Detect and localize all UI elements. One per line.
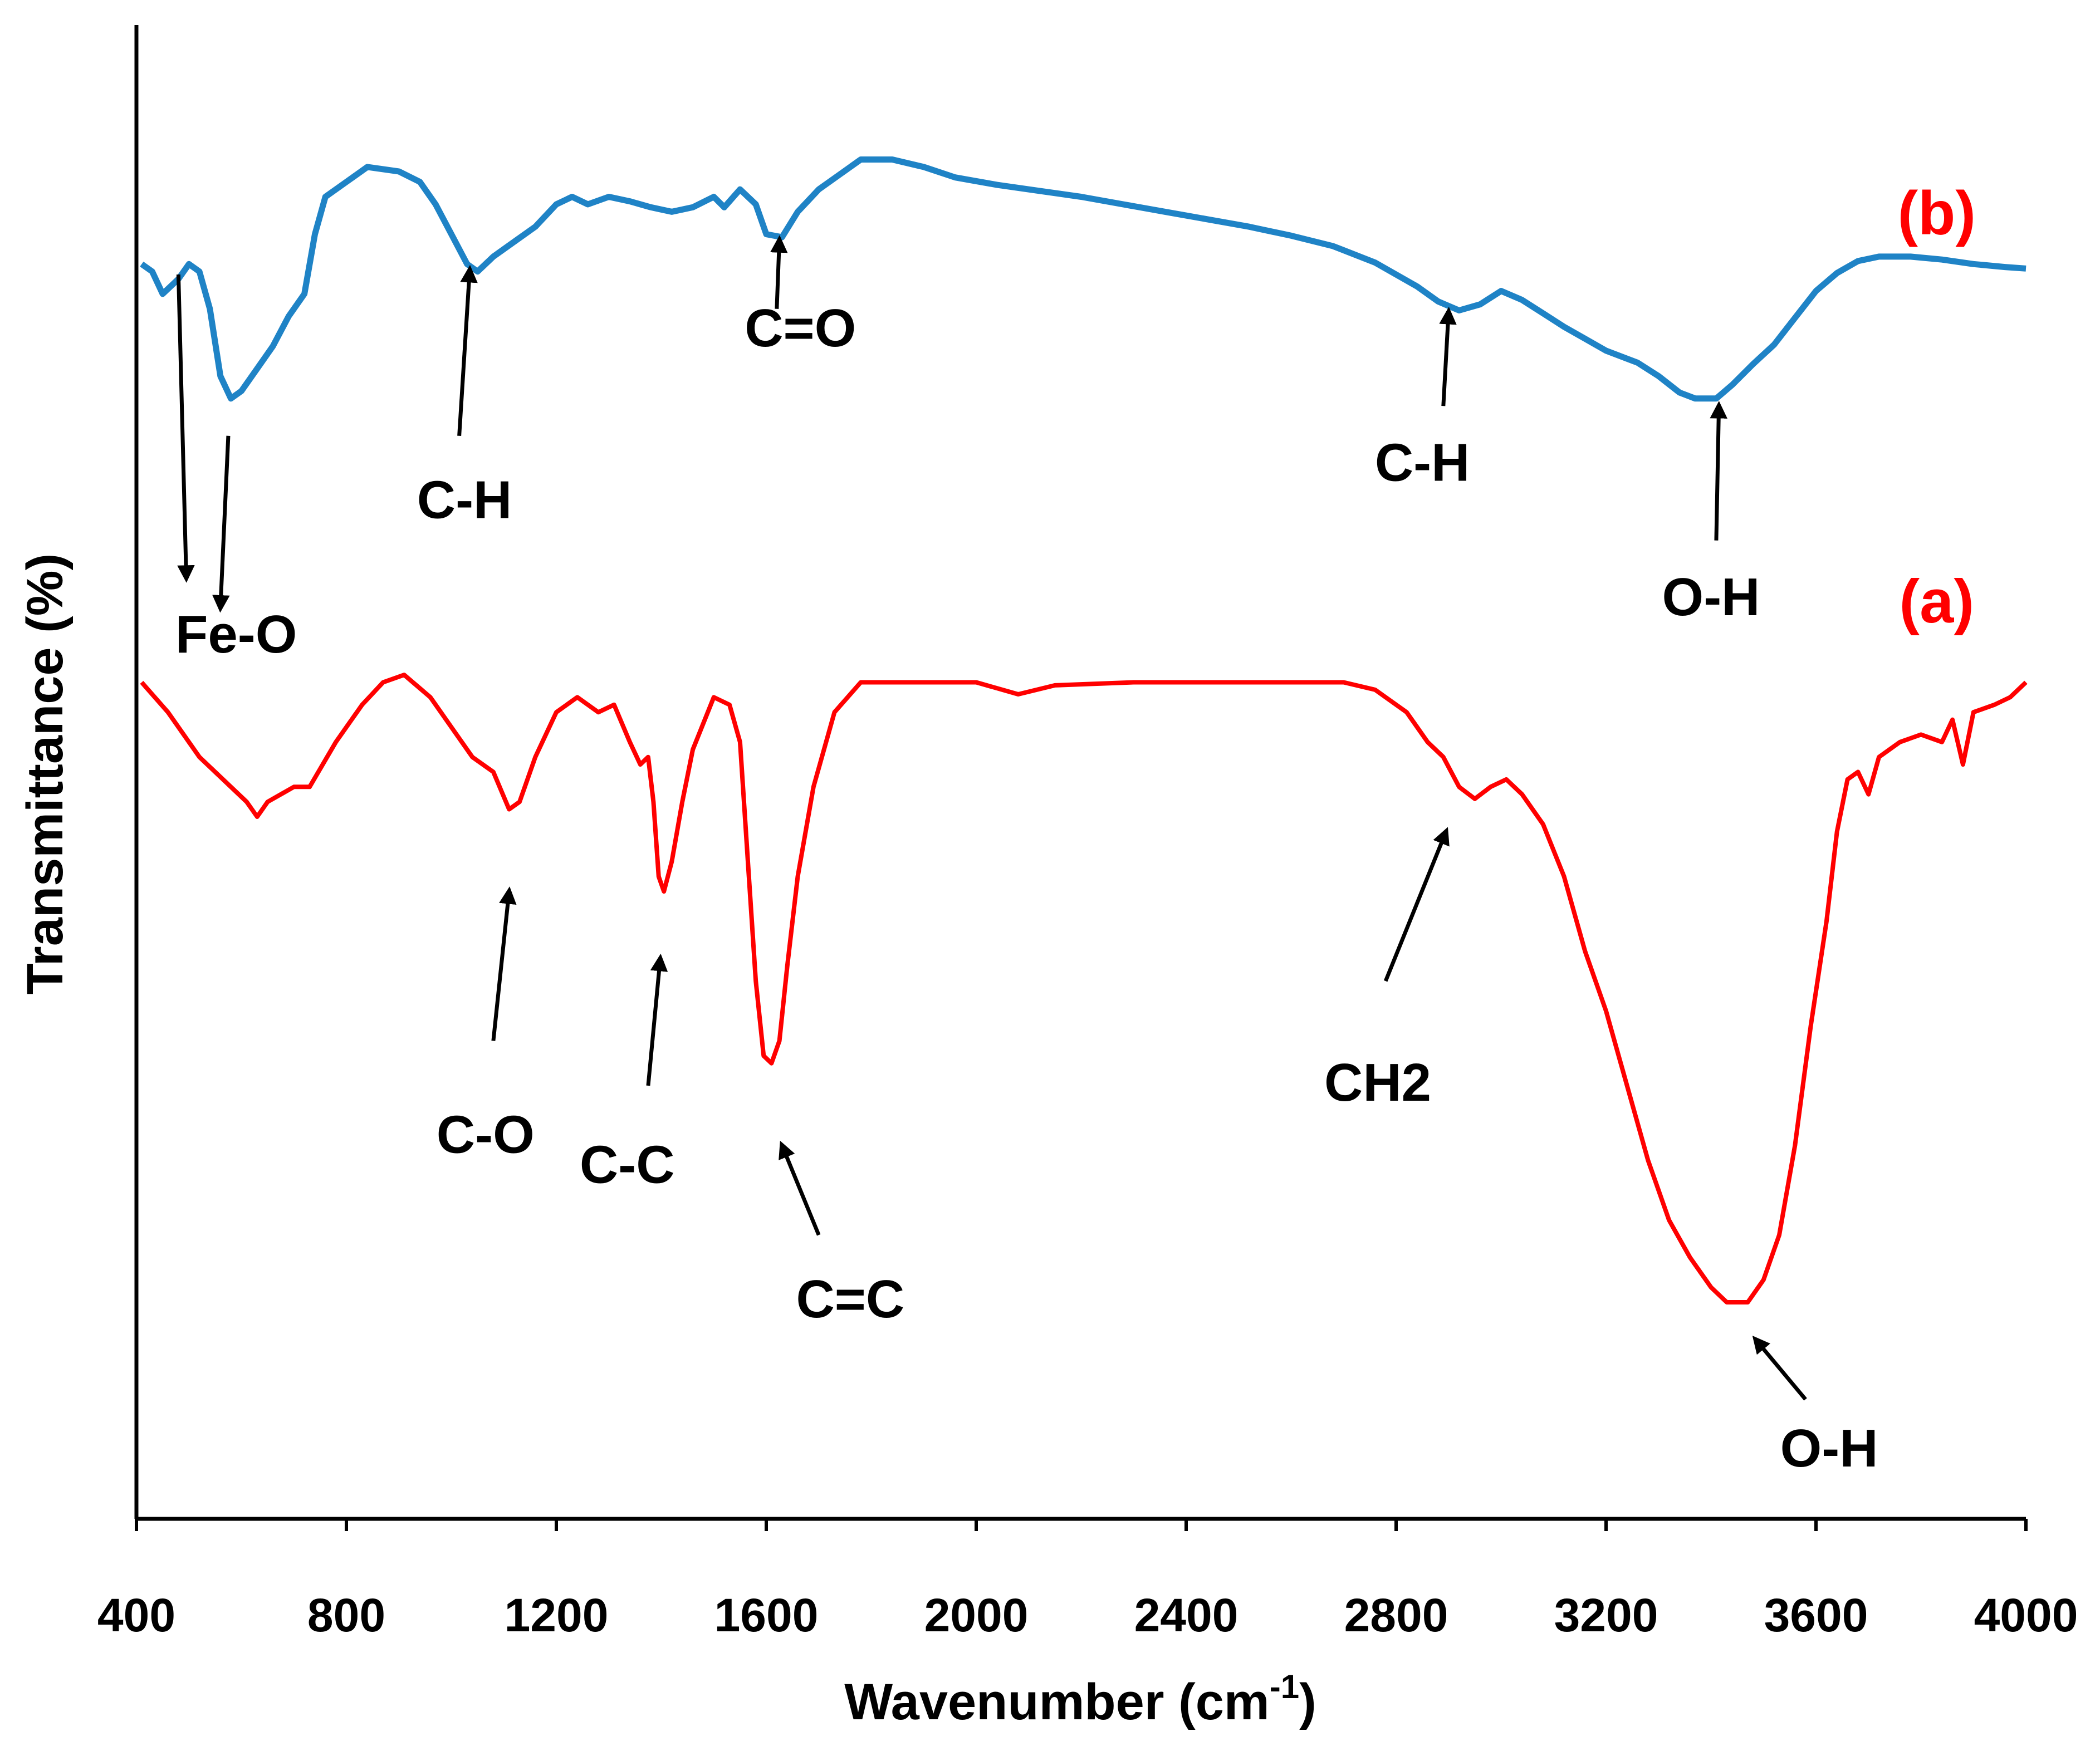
series-labels: (b) (a) [1898,179,1976,636]
x-axis-tick-labels: 400 800 1200 1600 2000 2400 2800 3200 3600 4000 [97,1589,2078,1641]
x-tick-label: 2800 [1344,1589,1448,1641]
x-axis-title-superscript: -1 [1270,1668,1299,1705]
fe-o-arrow [176,274,195,583]
series-line-a [140,673,2028,1304]
x-tick-label: 1600 [714,1589,819,1641]
peak-arrow [1383,827,1450,982]
x-tick-label: 2400 [1134,1589,1239,1641]
series-group [140,156,2028,1304]
fe-o-label: Fe-O [175,605,297,664]
x-tick-label: 2000 [924,1589,1029,1641]
peak-label: C=C [796,1269,904,1329]
peak-arrow [1710,401,1727,541]
series-label-b: (b) [1898,179,1976,248]
x-tick-label: 1200 [505,1589,609,1641]
fe-o-arrow [212,435,231,613]
peak-label: C-C [580,1135,675,1194]
peak-label: C=O [745,298,856,358]
x-tick-label: 800 [307,1589,385,1641]
peak-arrow [646,953,668,1086]
x-tick-label: 400 [97,1589,175,1641]
peak-arrow [1752,1336,1807,1401]
y-axis-title: Transmittance (%) [17,553,74,994]
peak-label: O-H [1662,567,1760,627]
x-tick-label: 3600 [1764,1589,1868,1641]
peak-arrow [779,1140,821,1236]
x-tick-label: 3200 [1554,1589,1658,1641]
peak-arrow [457,264,478,436]
peak-arrow [770,235,788,309]
peak-arrow [491,886,517,1041]
x-axis-title-close: ) [1299,1674,1316,1730]
peak-label: C-O [437,1105,535,1165]
peak-label: O-H [1780,1419,1878,1478]
peak-label: C-H [417,470,512,529]
series-line-b [140,156,2026,402]
x-axis-title: Wavenumber (cm-1) [844,1668,1316,1730]
x-axis-ticks [135,1519,2028,1531]
peak-annotations: C-H C=O C-H O-H C-O C-C C=C CH2 O-H Fe-O [175,235,1878,1478]
peak-arrow [1439,307,1457,406]
peak-label: C-H [1375,433,1470,492]
x-tick-label: 4000 [1974,1589,2078,1641]
series-label-a: (a) [1900,567,1974,636]
peak-label: CH2 [1324,1053,1431,1112]
plot-area: 400 800 1200 1600 2000 2400 2800 3200 3600 4000 C… [97,25,2078,1641]
